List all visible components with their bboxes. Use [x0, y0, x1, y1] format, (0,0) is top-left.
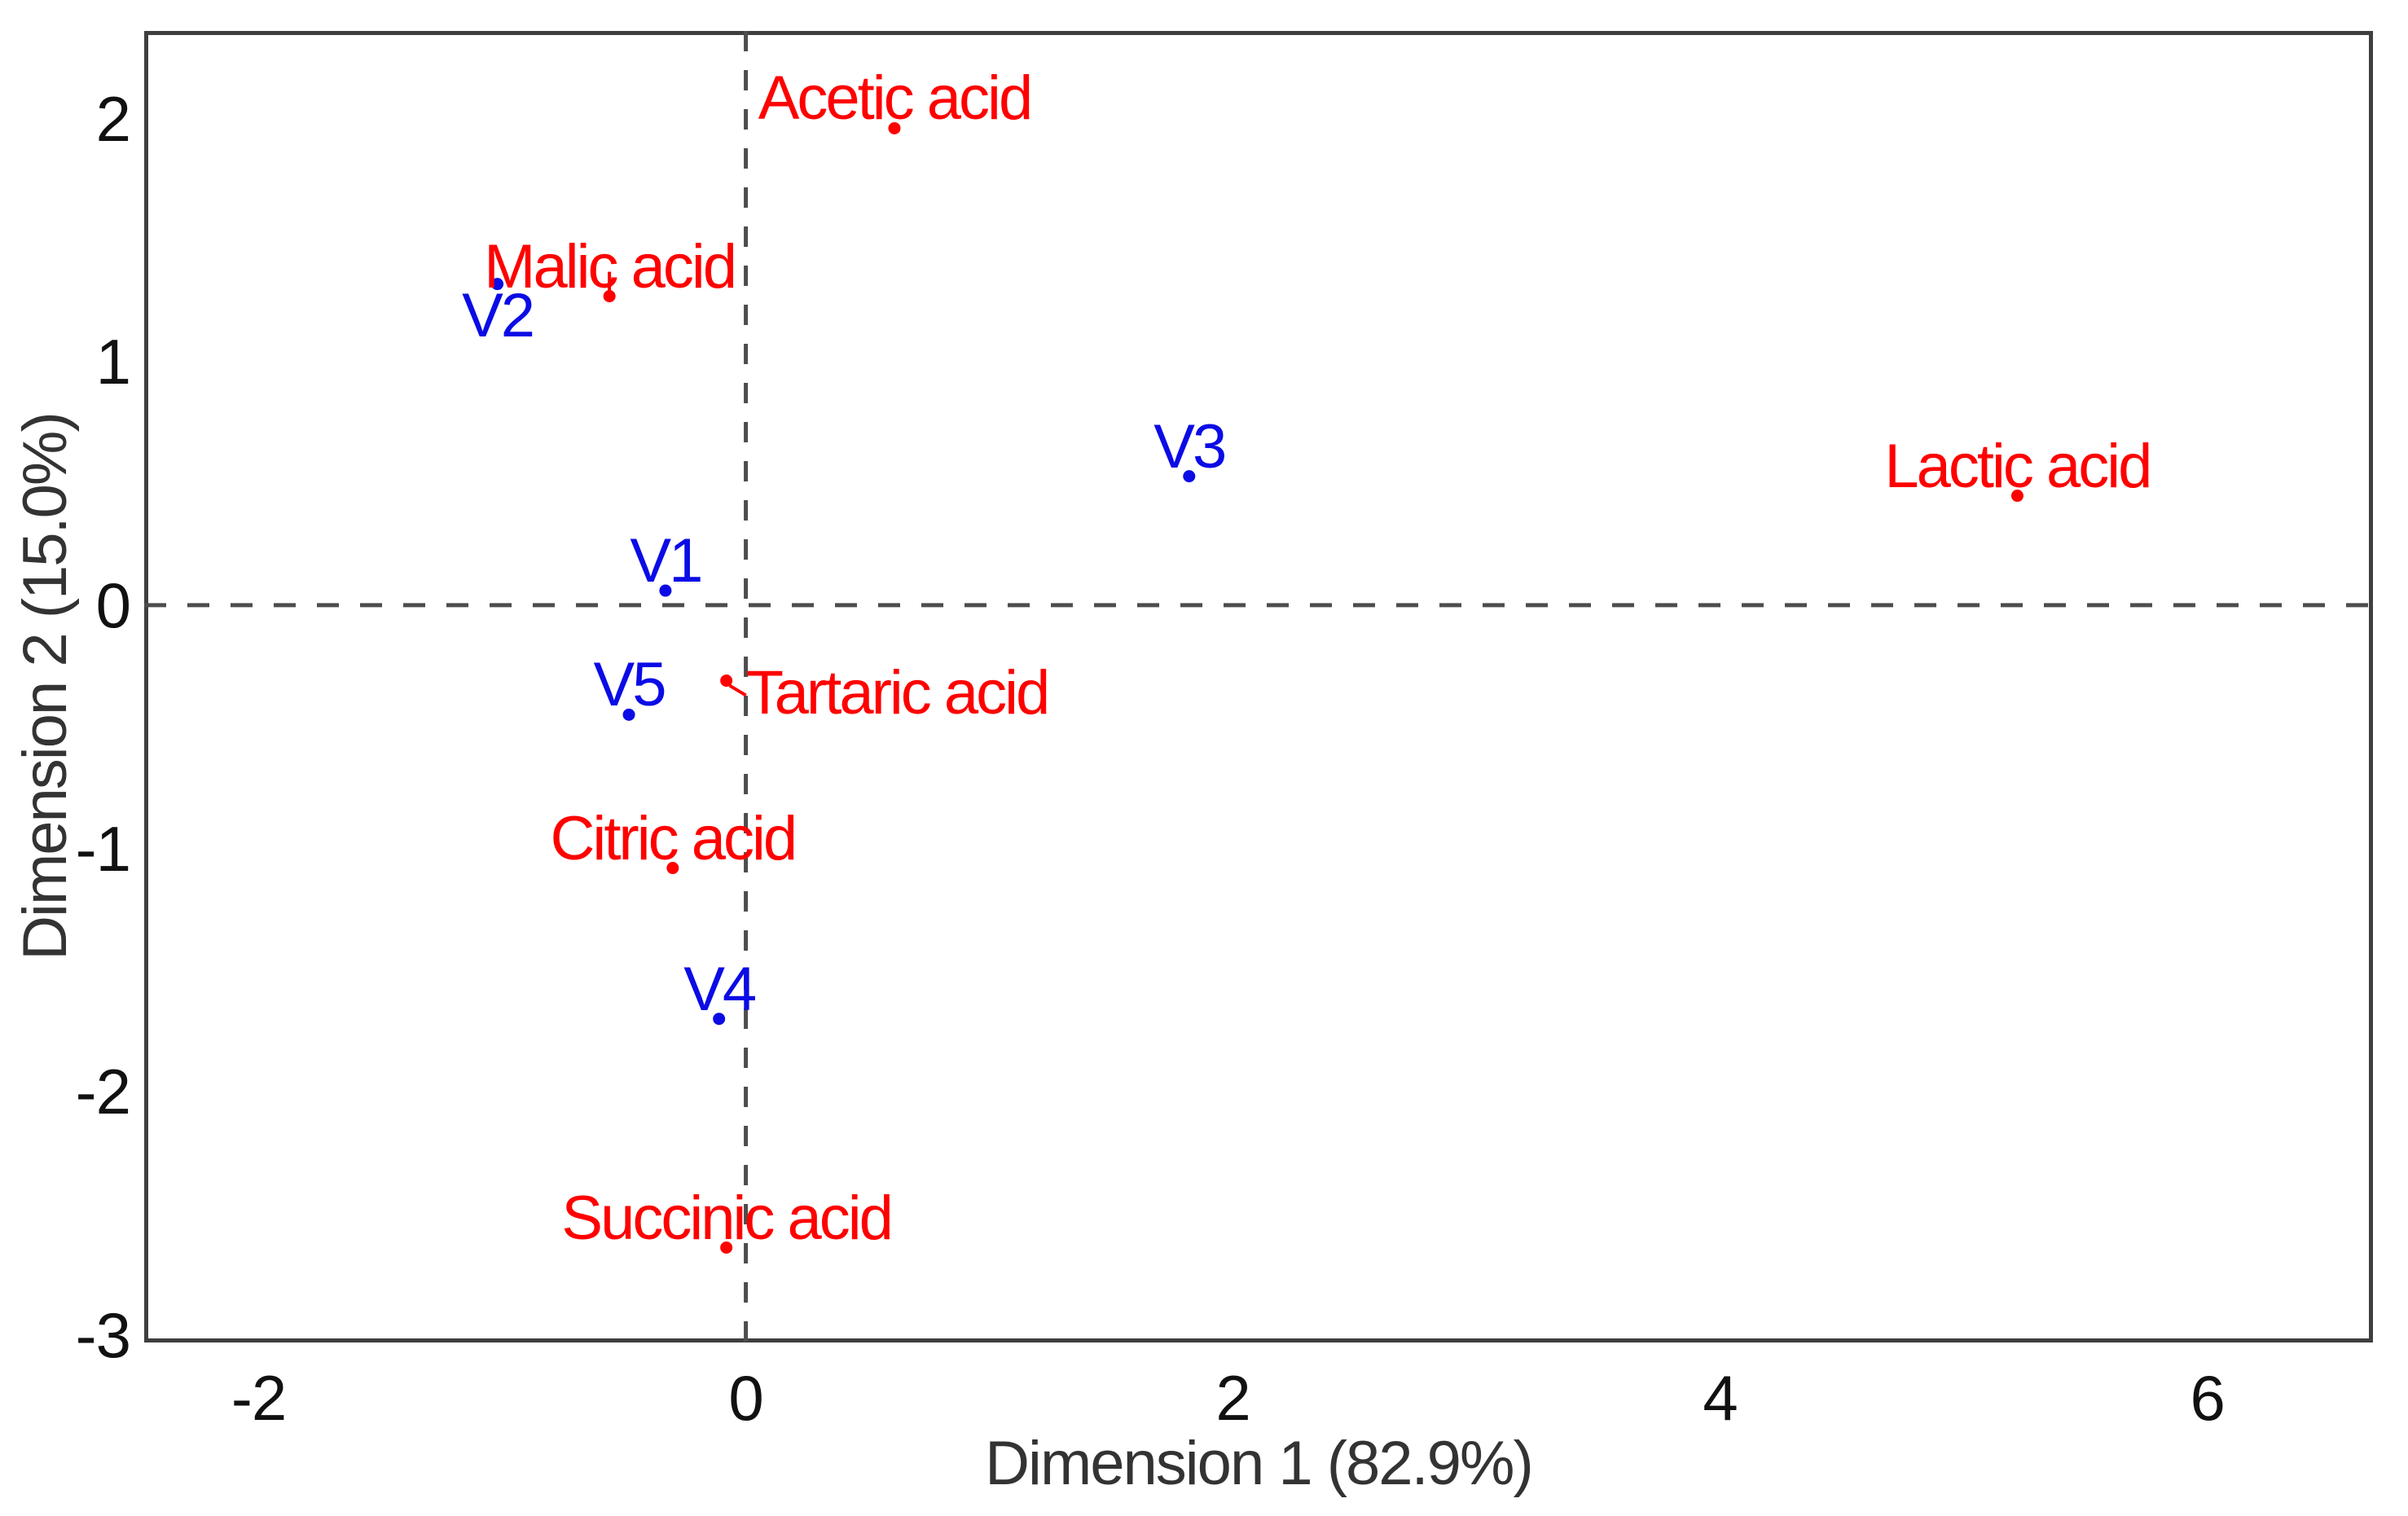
point-label-acetic-acid: Acetic acid: [758, 64, 1033, 134]
point-label-citric-acid: Citric acid: [550, 803, 798, 873]
point-label-v2: V2: [462, 280, 535, 350]
y-tick-label: -1: [75, 812, 131, 885]
data-point-v1: [659, 584, 672, 597]
data-point-v5: [622, 708, 635, 721]
point-label-v4: V4: [683, 954, 757, 1024]
data-point-v3: [1183, 470, 1196, 483]
data-point-acetic-acid: [888, 121, 901, 134]
data-point-succinic-acid: [720, 1241, 733, 1255]
y-tick-label: -2: [75, 1056, 131, 1128]
data-point-lactic-acid: [2010, 490, 2024, 503]
y-tick-label: 0: [95, 569, 131, 641]
data-point-tartaric-acid: [720, 675, 733, 688]
data-point-v2: [491, 278, 504, 291]
label-leader-line: [728, 683, 747, 697]
x-tick-label: 4: [1703, 1362, 1738, 1434]
x-tick-label: 2: [1215, 1362, 1250, 1434]
point-label-malic-acid: Malic acid: [484, 231, 737, 301]
data-point-malic-acid: [603, 290, 616, 303]
x-tick-label: 6: [2190, 1362, 2225, 1434]
plot-area: [144, 31, 2373, 1342]
y-tick-label: 1: [95, 326, 131, 398]
y-tick-label: -3: [75, 1299, 131, 1372]
point-label-tartaric-acid: Tartaric acid: [745, 657, 1051, 727]
point-label-lactic-acid: Lactic acid: [1884, 431, 2152, 501]
data-point-v4: [713, 1013, 726, 1026]
point-label-v3: V3: [1153, 411, 1227, 481]
point-label-v1: V1: [630, 526, 703, 595]
y-axis-title: Dimension 2 (15.0%): [11, 413, 80, 960]
point-label-v5: V5: [593, 650, 667, 720]
x-tick-label: -2: [231, 1362, 287, 1434]
data-point-citric-acid: [666, 862, 679, 875]
x-axis-title: Dimension 1 (82.9%): [985, 1429, 1534, 1498]
y-tick-label: 2: [95, 82, 131, 155]
point-label-succinic-acid: Succinic acid: [561, 1183, 894, 1253]
x-tick-label: 0: [728, 1362, 763, 1434]
